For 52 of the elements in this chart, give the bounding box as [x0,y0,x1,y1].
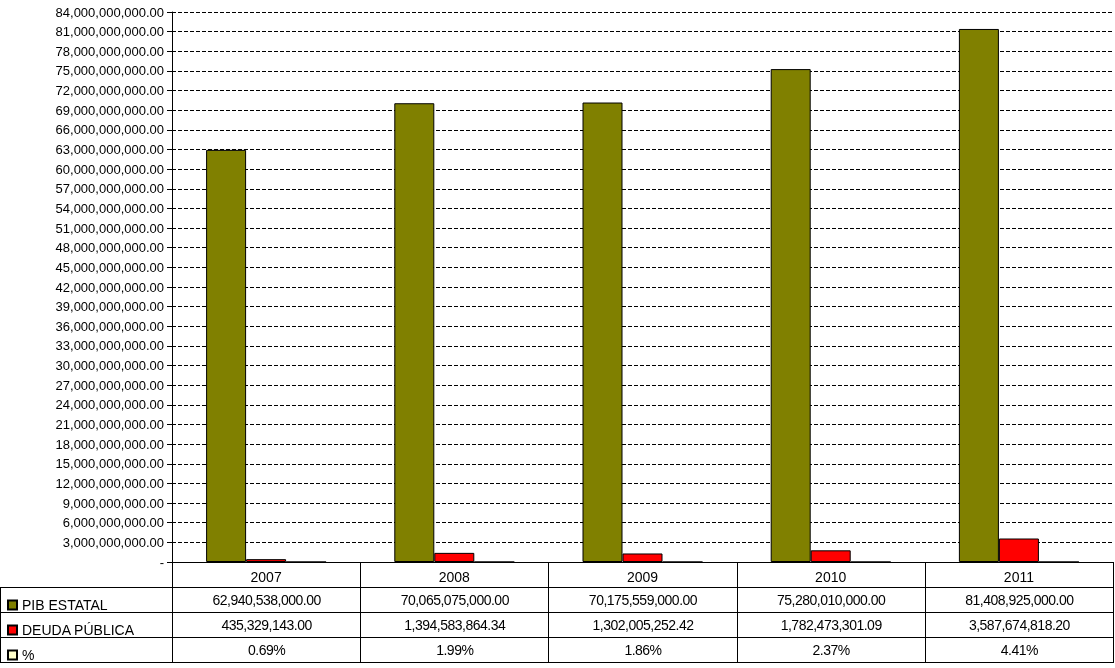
data-label: 4.41% [924,637,1114,663]
y-tick-label: 24,000,000,000.00 [55,397,164,413]
x-tick-label: 2011 [1003,569,1035,585]
y-tick-label: 27,000,000,000.00 [55,377,164,393]
y-tick-label: 21,000,000,000.00 [55,417,164,432]
data-label: 3,587,674,818.20 [924,612,1114,638]
y-tick-label: 36,000,000,000.00 [55,318,164,334]
data-label: 435,329,143.00 [172,612,362,638]
y-tick-label: 9,000,000,000.00 [62,495,164,511]
y-tick-label: 72,000,000,000.00 [55,83,164,99]
y-tick-label: 3,000,000,000.00 [62,534,164,550]
y-tick-label: 12,000,000,000.00 [55,475,164,491]
y-tick-label: 54,000,000,000.00 [55,200,164,216]
y-tick-label: 18,000,000,000.00 [55,436,164,452]
y-tick-label: 6,000,000,000.00 [62,515,164,531]
y-tick-label: 30,000,000,000.00 [55,358,164,374]
y-tick-label: - [159,554,164,570]
y-tick-label: 75,000,000,000.00 [55,63,164,79]
y-tick-label: 69,000,000,000.00 [55,102,164,118]
data-label: 1,302,005,252.42 [548,612,738,638]
y-tick-label: 57,000,000,000.00 [55,181,164,197]
data-label: 2.37% [736,637,926,663]
y-tick-label: 66,000,000,000.00 [55,122,164,138]
legend-label: PIB ESTATAL [22,597,108,613]
data-label: 1,394,583,864.34 [360,612,550,638]
y-tick-label: 48,000,000,000.00 [55,240,164,256]
data-label: 70,065,075,000.00 [360,587,550,613]
y-tick-label: 78,000,000,000.00 [55,43,164,59]
data-label: 62,940,538,000.00 [172,587,362,613]
y-tick-label: 42,000,000,000.00 [55,279,164,295]
y-tick-label: 81,000,000,000.00 [55,24,164,40]
y-tick-label: 84,000,000,000.00 [55,4,164,20]
data-label: 70,175,559,000.00 [548,587,738,613]
y-tick-label: 15,000,000,000.00 [55,456,164,472]
y-tick-label: 63,000,000,000.00 [55,142,164,157]
y-tick-label: 39,000,000,000.00 [55,299,164,315]
x-tick-label: 2007 [250,569,282,585]
y-tick-label: 33,000,000,000.00 [55,338,164,354]
y-tick-label: 51,000,000,000.00 [55,220,164,236]
legend-label: % [22,647,35,663]
x-tick-label: 2010 [815,569,847,585]
data-label: 1.99% [360,637,550,663]
legend-label: DEUDA PÚBLICA [22,622,135,638]
data-label: 75,280,010,000.00 [736,587,926,613]
y-tick-label: 60,000,000,000.00 [55,161,164,177]
data-label: 1.86% [548,637,738,663]
data-label: 1,782,473,301.09 [736,612,926,638]
y-tick-label: 45,000,000,000.00 [55,259,164,275]
data-label: 0.69% [172,637,362,663]
data-label: 81,408,925,000.00 [924,587,1114,613]
x-tick-label: 2008 [438,569,471,585]
x-tick-label: 2009 [626,569,659,585]
